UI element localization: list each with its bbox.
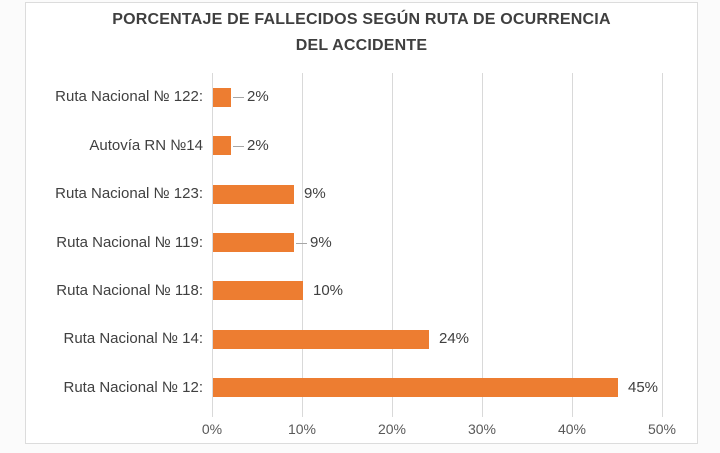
category-label: Autovía RN №14 <box>89 136 203 154</box>
bar <box>213 378 618 398</box>
x-axis-tick-label: 20% <box>377 421 407 437</box>
gridline-30% <box>482 73 483 417</box>
bar <box>213 329 429 349</box>
data-label: 2% <box>247 136 269 154</box>
leader-line <box>233 97 244 98</box>
data-label: 9% <box>310 233 332 251</box>
bar <box>213 281 303 301</box>
data-label: 24% <box>439 330 470 348</box>
data-label: 45% <box>628 378 659 396</box>
gridline-0% <box>212 73 213 417</box>
x-axis-tick-label: 50% <box>647 421 677 437</box>
x-axis-tick-label: 40% <box>557 421 587 437</box>
category-label: Ruta Nacional № 12: <box>63 378 204 396</box>
bar <box>213 87 231 107</box>
leader-line <box>233 146 244 147</box>
chart-title: PORCENTAJE DE FALLECIDOS SEGÚN RUTA DE O… <box>25 7 698 59</box>
chart-area <box>25 2 698 444</box>
category-label: Ruta Nacional № 119: <box>56 233 203 251</box>
gridline-40% <box>572 73 573 417</box>
gridline-20% <box>392 73 393 417</box>
category-label: Ruta Nacional № 122: <box>55 88 203 106</box>
category-label: Ruta Nacional № 118: <box>56 281 203 299</box>
data-label: 2% <box>247 88 269 106</box>
gridline-10% <box>302 73 303 417</box>
data-label: 9% <box>304 185 326 203</box>
chart-title-line-2: DEL ACCIDENTE <box>295 37 428 54</box>
category-label: Ruta Nacional № 14: <box>63 330 204 348</box>
chart-title-line-1: PORCENTAJE DE FALLECIDOS SEGÚN RUTA DE O… <box>112 11 611 28</box>
bar <box>213 184 294 204</box>
bar <box>213 233 294 252</box>
x-axis-tick-label: 10% <box>287 421 317 437</box>
x-axis-tick-label: 0% <box>201 421 223 437</box>
leader-line <box>296 243 307 244</box>
bar <box>213 136 231 156</box>
category-label: Ruta Nacional № 123: <box>55 185 203 203</box>
data-label: 10% <box>313 281 344 299</box>
gridline-50% <box>662 73 663 417</box>
x-axis-tick-label: 30% <box>467 421 497 437</box>
